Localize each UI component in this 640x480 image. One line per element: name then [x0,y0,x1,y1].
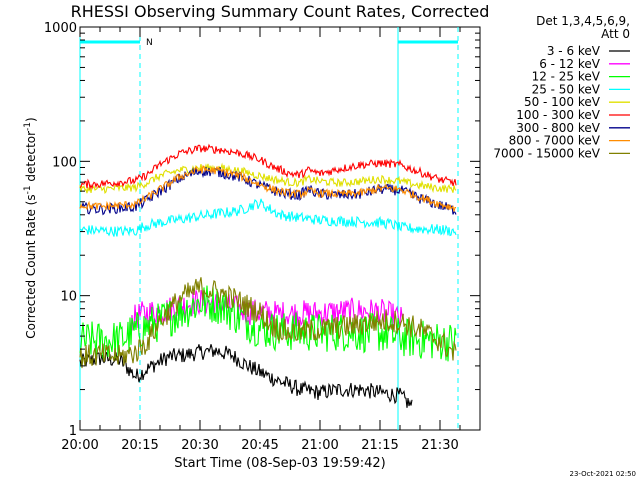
x-tick-label-0: 20:00 [61,438,98,453]
series-line-5 [79,143,457,191]
series-lines [79,143,457,408]
legend-label-0: 3 - 6 keV [547,44,601,58]
legend-header-line-1: Det 1,3,4,5,6,9, [536,14,630,28]
legend-header-line-2: Att 0 [601,27,630,41]
x-tick-label-3: 20:45 [241,438,278,453]
series-line-4 [79,162,457,195]
y-axis-label-sup2: -1 [23,122,33,131]
y-axis-label-pre: Corrected Count Rate (s [24,194,38,338]
y-tick-label-2: 100 [52,155,77,170]
marker-label: N [146,38,153,48]
series-line-8 [79,277,457,369]
y-axis-label-sup1: -1 [23,185,33,194]
y-axis-label-mid: detector [24,131,38,186]
y-axis-label: Corrected Count Rate (s-1 detector-1) [23,117,38,338]
chart-title: RHESSI Observing Summary Count Rates, Co… [71,2,490,21]
y-tick-label-0: 1 [69,424,77,439]
legend-label-4: 50 - 100 keV [524,95,601,109]
x-tick-label-4: 21:00 [301,438,338,453]
legend-label-2: 12 - 25 keV [532,70,601,84]
y-axis-label-post: ) [24,117,38,122]
legend-label-6: 300 - 800 keV [516,121,600,135]
x-tick-label-2: 20:30 [181,438,218,453]
legend-label-3: 25 - 50 keV [532,82,601,96]
legend-label-7: 800 - 7000 keV [509,134,601,148]
legend-label-1: 6 - 12 keV [539,57,601,71]
legend-label-5: 100 - 300 keV [516,108,600,122]
legend-label-8: 7000 - 15000 keV [493,146,600,160]
legend-header: Det 1,3,4,5,6,9, Att 0 [536,14,630,41]
x-axis-label: Start Time (08-Sep-03 19:59:42) [174,456,385,471]
series-line-7 [79,165,456,212]
footer-date: 23-Oct-2021 02:50 [570,470,636,478]
x-tick-label-6: 21:30 [421,438,458,453]
y-tick-label-3: 1000 [44,21,77,36]
y-tick-label-1: 10 [60,290,77,305]
x-tick-label-1: 20:15 [121,438,158,453]
series-line-3 [79,198,457,237]
series-line-0 [79,344,413,408]
x-axis: 20:00 20:15 20:30 20:45 21:00 21:15 21:30 [61,27,481,453]
x-tick-label-5: 21:15 [361,438,398,453]
y-axis: 1 10 100 1000 [44,21,480,439]
